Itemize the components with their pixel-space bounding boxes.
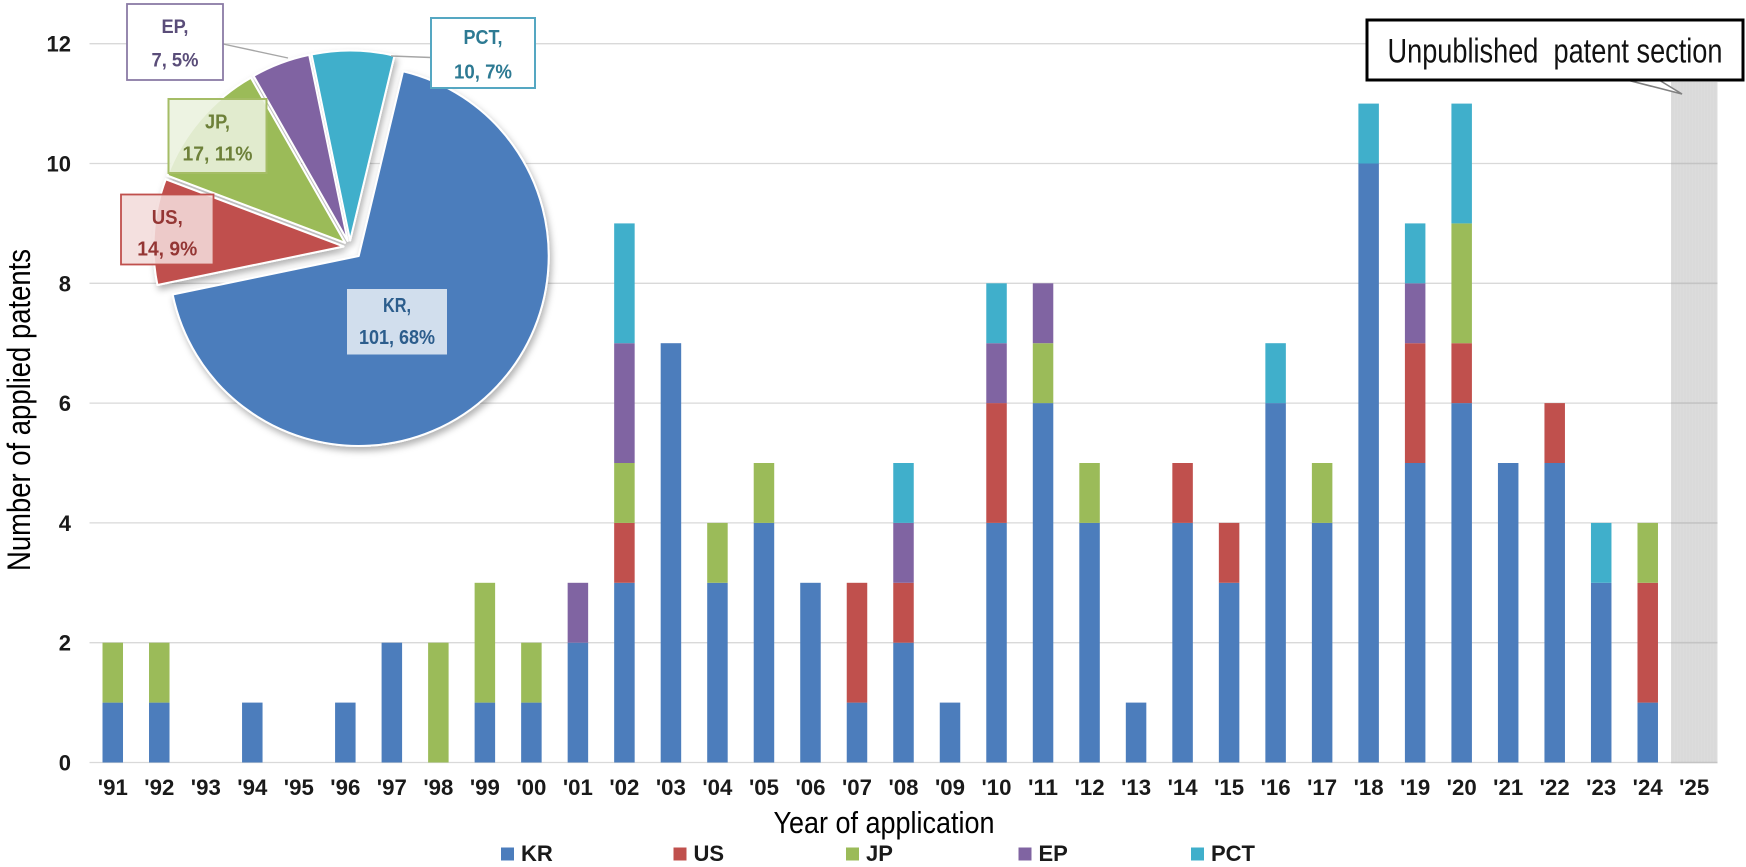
svg-text:US: US bbox=[694, 841, 725, 866]
svg-text:10: 10 bbox=[47, 152, 71, 177]
svg-text:'99: '99 bbox=[470, 775, 500, 800]
svg-text:'94: '94 bbox=[237, 775, 268, 800]
svg-text:KR: KR bbox=[521, 841, 553, 866]
svg-text:'09: '09 bbox=[935, 775, 965, 800]
svg-text:PCT: PCT bbox=[1211, 841, 1256, 866]
svg-text:'93: '93 bbox=[191, 775, 221, 800]
svg-text:0: 0 bbox=[59, 751, 71, 776]
svg-text:'98: '98 bbox=[423, 775, 453, 800]
svg-text:'13: '13 bbox=[1121, 775, 1151, 800]
svg-text:'17: '17 bbox=[1307, 775, 1337, 800]
svg-text:'97: '97 bbox=[377, 775, 407, 800]
svg-text:2: 2 bbox=[59, 631, 71, 656]
svg-text:'06: '06 bbox=[796, 775, 826, 800]
svg-text:Unpublished patent section: Unpublished patent section bbox=[1388, 33, 1723, 71]
svg-text:JP: JP bbox=[866, 841, 893, 866]
svg-text:'95: '95 bbox=[284, 775, 314, 800]
svg-text:6: 6 bbox=[59, 391, 71, 416]
svg-text:'19: '19 bbox=[1400, 775, 1430, 800]
svg-text:'11: '11 bbox=[1028, 775, 1058, 800]
svg-text:'05: '05 bbox=[749, 775, 779, 800]
svg-text:EP: EP bbox=[1039, 841, 1068, 866]
svg-text:'03: '03 bbox=[656, 775, 686, 800]
svg-text:'25: '25 bbox=[1679, 775, 1709, 800]
svg-text:'08: '08 bbox=[889, 775, 919, 800]
svg-text:KR,: KR, bbox=[383, 295, 411, 317]
svg-text:10, 7%: 10, 7% bbox=[454, 62, 512, 84]
svg-text:'96: '96 bbox=[330, 775, 360, 800]
svg-text:'22: '22 bbox=[1540, 775, 1570, 800]
svg-text:'20: '20 bbox=[1447, 775, 1477, 800]
svg-text:Year of application: Year of application bbox=[774, 805, 995, 840]
svg-text:'91: '91 bbox=[98, 775, 128, 800]
svg-text:'16: '16 bbox=[1261, 775, 1291, 800]
svg-text:'92: '92 bbox=[144, 775, 174, 800]
svg-text:'18: '18 bbox=[1354, 775, 1384, 800]
svg-text:EP,: EP, bbox=[162, 17, 189, 38]
svg-text:'12: '12 bbox=[1075, 775, 1105, 800]
svg-text:'15: '15 bbox=[1214, 775, 1244, 800]
svg-text:'21: '21 bbox=[1493, 775, 1523, 800]
svg-text:PCT,: PCT, bbox=[464, 27, 503, 49]
svg-text:JP,: JP, bbox=[205, 112, 230, 134]
svg-text:101, 68%: 101, 68% bbox=[359, 327, 435, 349]
svg-text:12: 12 bbox=[47, 32, 71, 57]
svg-text:7, 5%: 7, 5% bbox=[152, 51, 199, 72]
svg-text:'00: '00 bbox=[516, 775, 546, 800]
svg-text:'04: '04 bbox=[702, 775, 733, 800]
svg-text:4: 4 bbox=[59, 511, 72, 536]
svg-text:8: 8 bbox=[59, 271, 71, 296]
svg-text:14, 9%: 14, 9% bbox=[137, 239, 197, 261]
svg-text:'07: '07 bbox=[842, 775, 872, 800]
svg-text:'24: '24 bbox=[1633, 775, 1664, 800]
svg-text:US,: US, bbox=[152, 207, 183, 229]
svg-text:'01: '01 bbox=[563, 775, 593, 800]
svg-text:Number of applied patents: Number of applied patents bbox=[1, 249, 37, 571]
svg-text:'02: '02 bbox=[609, 775, 639, 800]
svg-text:'14: '14 bbox=[1168, 775, 1199, 800]
svg-text:17, 11%: 17, 11% bbox=[183, 144, 253, 166]
svg-text:'10: '10 bbox=[982, 775, 1012, 800]
svg-text:'23: '23 bbox=[1586, 775, 1616, 800]
